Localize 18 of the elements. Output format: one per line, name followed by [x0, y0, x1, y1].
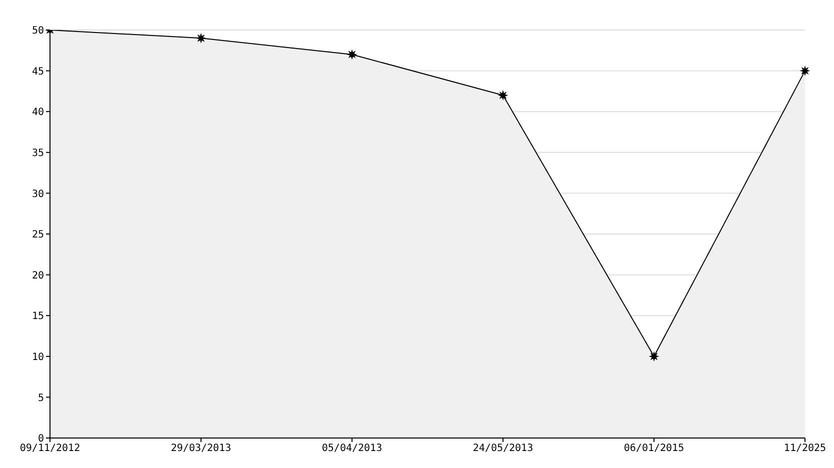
- x-tick-label: 09/11/2012: [20, 443, 80, 454]
- x-tick-label: 24/05/2013: [472, 443, 534, 454]
- y-tick-label: 45: [32, 66, 44, 78]
- y-tick-label: 35: [32, 148, 44, 159]
- x-tick-label: 29/03/2013: [170, 443, 232, 454]
- x-tick-label: 06/01/2015: [624, 443, 684, 454]
- y-tick-label: 25: [32, 230, 44, 241]
- y-tick-label: 50: [32, 26, 44, 37]
- y-tick-label: 40: [32, 107, 44, 118]
- y-tick-label: 30: [32, 188, 44, 200]
- x-tick-label: 11/2025: [784, 443, 826, 454]
- y-tick-label: 5: [38, 392, 44, 404]
- x-tick-label: 05/04/2013: [322, 443, 382, 454]
- y-tick-label: 0: [38, 434, 44, 445]
- y-tick-label: 10: [32, 352, 44, 363]
- y-tick-label: 15: [32, 311, 44, 322]
- point: [197, 34, 205, 42]
- y-tick-label: 20: [32, 270, 44, 282]
